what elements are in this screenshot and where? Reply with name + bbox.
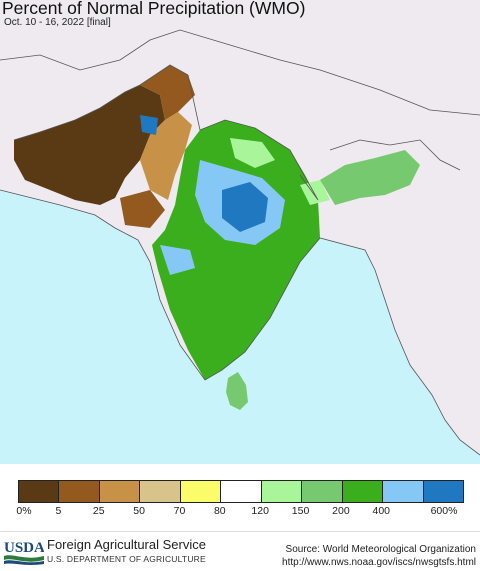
ocean: [0, 190, 480, 464]
map-canvas: [0, 29, 480, 464]
legend-swatch: [140, 481, 181, 502]
map-date-range: Oct. 10 - 16, 2022 [final]: [4, 17, 111, 28]
map-title: Percent of Normal Precipitation (WMO): [2, 0, 306, 18]
dark-blue-region-central: [140, 115, 268, 232]
usda-logo-text: USDA: [4, 540, 44, 556]
legend-label: 600%: [430, 505, 458, 517]
legend-swatch: [383, 481, 424, 502]
legend-label: 70: [173, 505, 186, 517]
legend-swatch: [59, 481, 100, 502]
legend-label: 0%: [16, 505, 32, 517]
northeast-green-region: [320, 150, 420, 205]
department-name: U.S. DEPARTMENT OF AGRICULTURE: [47, 554, 206, 564]
legend-swatch: [261, 481, 303, 502]
legend-label: 120: [251, 505, 269, 517]
legend-swatch: [423, 481, 463, 502]
india-green-region: [152, 120, 320, 380]
country-borders: [0, 29, 480, 201]
legend-color-bar: [18, 480, 464, 503]
legend-label: 50: [133, 505, 145, 517]
legend-swatch: [302, 481, 343, 502]
legend-swatch: [19, 481, 60, 502]
legend-swatch: [221, 481, 262, 502]
light-green-patches: [230, 138, 330, 205]
source-url: http://www.nws.noaa.gov/iscs/nwsgtsfs.ht…: [282, 557, 476, 568]
legend-label: 150: [291, 505, 310, 517]
agency-name: Foreign Agricultural Service: [47, 537, 206, 552]
legend-swatch: [342, 481, 384, 502]
pakistan-brown-region: [120, 65, 195, 228]
source-credit: Source: World Meteorological Organizatio…: [285, 544, 476, 555]
coastline: [0, 189, 480, 456]
sri-lanka: [226, 372, 248, 410]
legend-swatch: [99, 481, 141, 502]
legend-labels: 0% 5 25 50 70 80 120 150 200 400 600%: [0, 505, 480, 519]
footer-divider: [0, 531, 480, 532]
precipitation-map: Percent of Normal Precipitation (WMO) Oc…: [0, 0, 480, 464]
legend-swatch: [180, 481, 222, 502]
legend-label: 200: [332, 505, 350, 517]
legend-label: 5: [55, 505, 62, 517]
usda-logo: USDA: [4, 540, 44, 565]
legend-label: 80: [213, 505, 226, 517]
pakistan-dry-region: [14, 85, 165, 205]
legend-label: 400: [372, 505, 391, 517]
legend-label: 25: [92, 505, 105, 517]
